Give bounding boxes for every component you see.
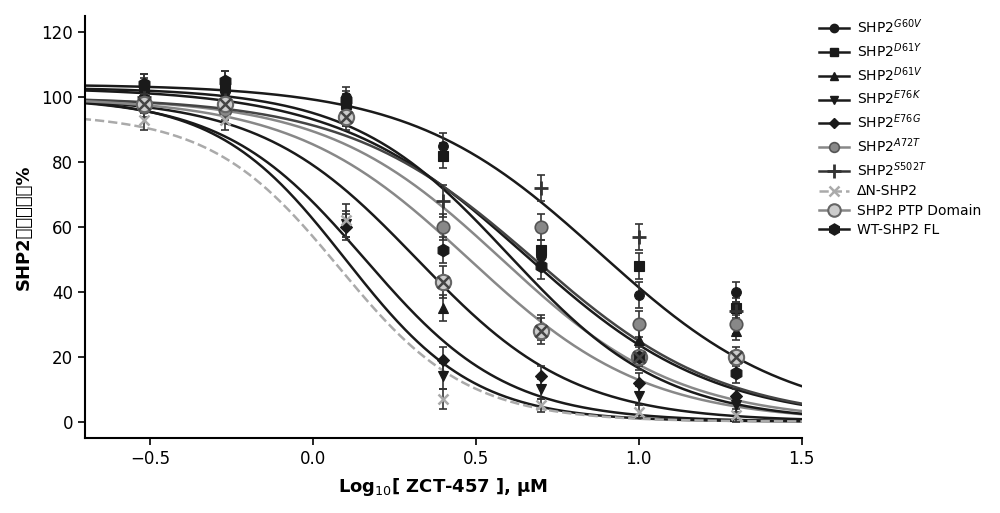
X-axis label: Log$_{10}$[ ZCT-457 ], μM: Log$_{10}$[ ZCT-457 ], μM [338,476,548,498]
Legend: SHP2$^{G60V}$, SHP2$^{D61Y}$, SHP2$^{D61V}$, SHP2$^{E76K}$, SHP2$^{E76G}$, SHP2$: SHP2$^{G60V}$, SHP2$^{D61Y}$, SHP2$^{D61… [816,14,984,240]
Y-axis label: SHP2活性百分比%: SHP2活性百分比% [15,164,33,290]
